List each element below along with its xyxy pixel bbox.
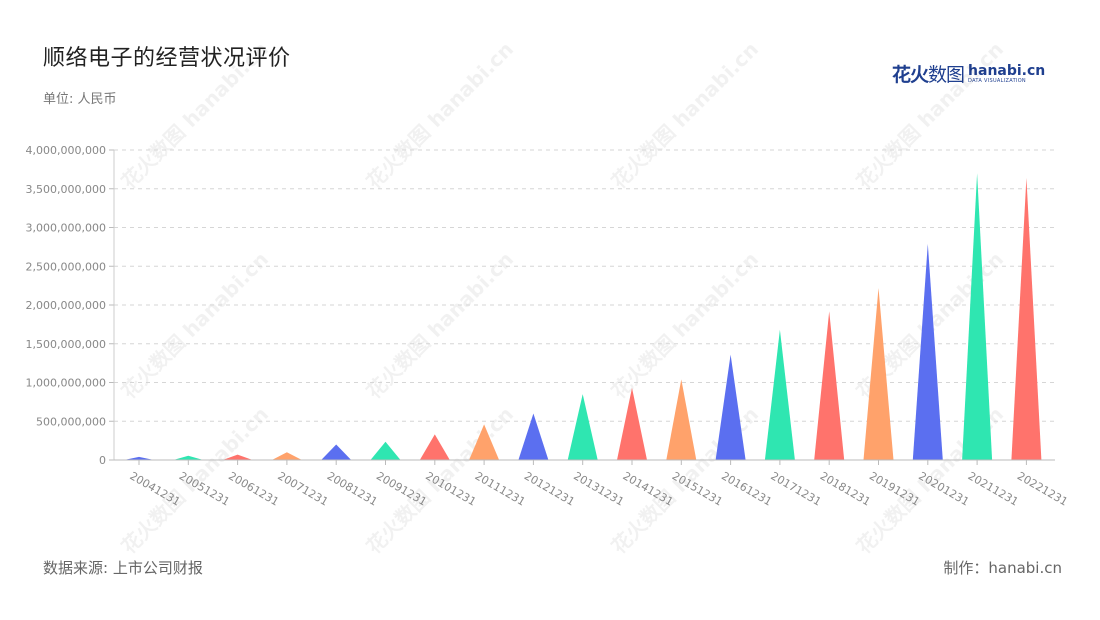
- bar-mark: [173, 455, 204, 460]
- bar-mark: [666, 379, 697, 460]
- y-tick-label: 3,500,000,000: [26, 183, 106, 196]
- y-tick-label: 0: [99, 454, 106, 467]
- bar-mark: [518, 413, 549, 460]
- bar-mark: [617, 387, 647, 460]
- watermark-text: 花火数图 hanabi.cn: [117, 247, 273, 403]
- bars: [124, 173, 1042, 460]
- bar-mark: [764, 329, 795, 460]
- y-tick-label: 1,500,000,000: [26, 338, 106, 351]
- watermark-text: 花火数图 hanabi.cn: [362, 247, 518, 403]
- bar-mark: [912, 243, 943, 460]
- bar-mark: [1011, 177, 1042, 460]
- x-tick-label: 20131231: [571, 469, 626, 508]
- watermark-text: 花火数图 hanabi.cn: [362, 37, 518, 193]
- y-tick-label: 500,000,000: [36, 415, 106, 428]
- watermark-text: 花火数图 hanabi.cn: [607, 37, 763, 193]
- bar-mark: [962, 173, 993, 460]
- x-tick-label: 20161231: [719, 469, 774, 508]
- y-tick-label: 1,000,000,000: [26, 377, 106, 390]
- y-tick-label: 3,000,000,000: [26, 222, 106, 235]
- y-tick-label: 2,000,000,000: [26, 299, 106, 312]
- x-tick-label: 20061231: [226, 469, 281, 508]
- bar-mark: [419, 434, 450, 460]
- bar-mark: [863, 287, 894, 460]
- bar-mark: [271, 452, 302, 460]
- logo-cn-text: 花火数图: [892, 64, 965, 86]
- data-source: 数据来源: 上市公司财报: [43, 559, 203, 577]
- logo-en-text: hanabi.cn DATA VISUALIZATION: [968, 62, 1046, 84]
- maker-credit: 制作：hanabi.cn: [943, 559, 1062, 577]
- bar-mark: [370, 441, 401, 460]
- watermark-text: 花火数图 hanabi.cn: [852, 37, 1008, 193]
- y-axis: 0 500,000,000 1,000,000,000 1,500,000,000 2,…: [26, 144, 115, 467]
- bar-mark: [321, 444, 352, 460]
- chart-title: 顺络电子的经营状况评价: [43, 46, 291, 71]
- unit-label: 单位: 人民币: [43, 92, 117, 107]
- x-tick-label: 20221231: [1015, 469, 1070, 508]
- x-tick-label: 20181231: [818, 469, 873, 508]
- bar-mark: [715, 354, 746, 460]
- bar-mark: [124, 456, 154, 460]
- brand-logo: 花火数图 hanabi.cn DATA VISUALIZATION: [892, 60, 1045, 87]
- x-tick-label: 20171231: [768, 469, 823, 508]
- x-tick-label: 20111231: [473, 469, 528, 508]
- watermark-text: 花火数图 hanabi.cn: [117, 37, 273, 193]
- grid-lines: [114, 149, 1055, 422]
- y-tick-label: 2,500,000,000: [26, 260, 106, 273]
- y-tick-label: 4,000,000,000: [26, 144, 106, 157]
- bar-mark: [469, 424, 500, 460]
- x-tick-label: 20121231: [522, 469, 577, 508]
- bar-mark: [222, 454, 253, 460]
- x-tick-label: 20211231: [966, 469, 1021, 508]
- x-tick-label: 20071231: [275, 469, 330, 508]
- bar-mark: [814, 311, 845, 460]
- bar-mark: [567, 394, 598, 460]
- x-tick-label: 20081231: [325, 469, 380, 508]
- watermark-text: 花火数图 hanabi.cn: [607, 247, 763, 403]
